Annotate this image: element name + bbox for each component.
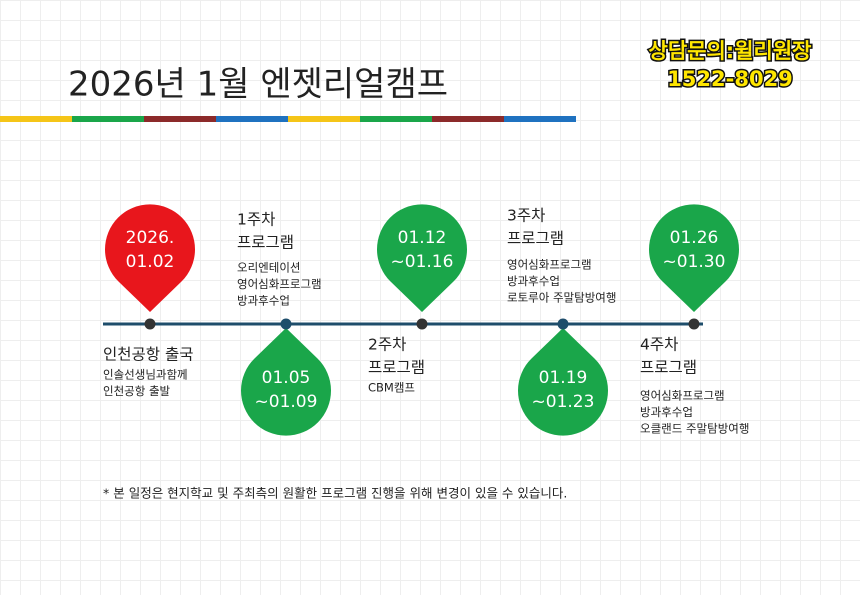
footnote: * 본 일정은 현지학교 및 주최측의 원활한 프로그램 진행을 위해 변경이 … (103, 486, 567, 501)
pin (240, 328, 331, 436)
contact-phone: 1522-8029 (667, 67, 793, 91)
timeline-dot (416, 318, 428, 330)
pin-date: ~01.16 (391, 252, 454, 272)
pin-date: 01.26 (670, 228, 719, 248)
milestone-heading: 3주차 (507, 207, 545, 225)
pin-date: 01.12 (398, 228, 447, 248)
timeline-dot (280, 318, 292, 330)
milestone-detail: 영어심화프로그램 (237, 277, 322, 291)
pin-date: 01.02 (126, 252, 175, 272)
color-stripe (0, 116, 576, 122)
pin-date: 2026. (126, 228, 175, 248)
milestone-detail: CBM캠프 (368, 381, 415, 395)
milestone-heading: 프로그램 (507, 230, 564, 248)
milestone-heading: 1주차 (237, 211, 275, 229)
contact-label: 상담문의:윌리원장 (649, 39, 812, 63)
timeline-dot (144, 318, 156, 330)
pin (105, 204, 195, 312)
milestone-detail: 영어심화프로그램 (640, 389, 725, 403)
pin-date: 01.05 (262, 368, 311, 388)
milestone-heading: 프로그램 (368, 359, 425, 377)
pin (517, 328, 608, 436)
pin (649, 204, 739, 312)
pin (376, 204, 467, 312)
milestone-heading: 프로그램 (640, 359, 697, 377)
pin-date: ~01.30 (663, 252, 726, 272)
pin-date: ~01.09 (255, 392, 318, 412)
milestone-heading: 4주차 (640, 336, 678, 354)
milestone-detail: 오클랜드 주말탐방여행 (640, 422, 749, 436)
title: 2026년 1월 엔젯리얼캠프 (68, 65, 448, 105)
milestone-detail: 인솔선생님과함께 (103, 368, 188, 382)
timeline-dot (688, 318, 700, 330)
milestone-detail: 방과후수업 (237, 294, 290, 308)
timeline-dot (557, 318, 569, 330)
pin-date: ~01.23 (532, 392, 595, 412)
milestone-heading: 인천공항 출국 (103, 346, 194, 364)
milestone-detail: 방과후수업 (640, 405, 693, 419)
milestone-heading: 프로그램 (237, 234, 294, 252)
pin-date: 01.19 (539, 368, 588, 388)
milestone-detail: 영어심화프로그램 (507, 258, 592, 272)
milestone-detail: 인천공항 출발 (103, 384, 171, 398)
milestone-heading: 2주차 (368, 336, 406, 354)
milestone-detail: 로토루아 주말탐방여행 (507, 291, 616, 305)
milestone-detail: 방과후수업 (507, 274, 560, 288)
milestone-detail: 오리엔테이션 (237, 261, 300, 275)
